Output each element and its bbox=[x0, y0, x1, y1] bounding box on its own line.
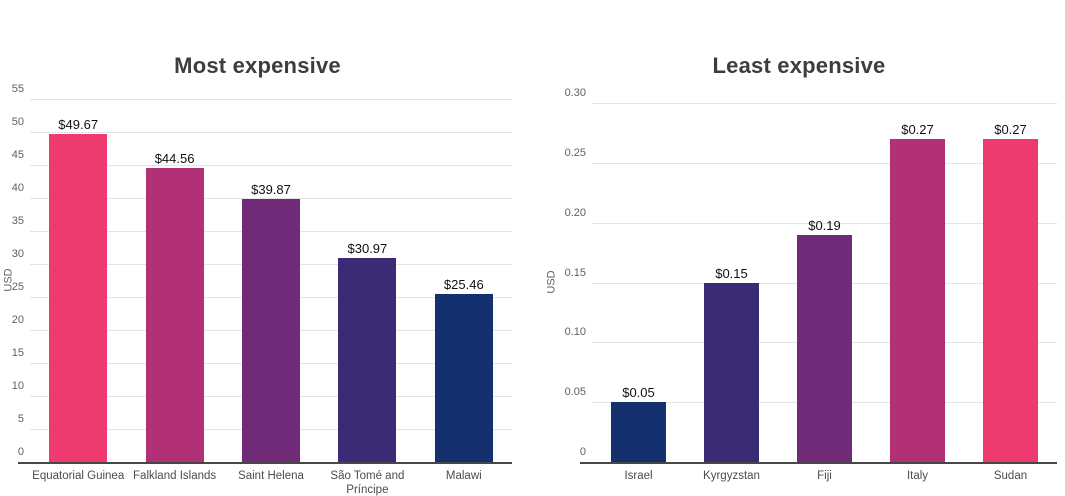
y-tick-label: 0.05 bbox=[564, 386, 586, 399]
x-tick-label: São Tomé and Príncipe bbox=[330, 470, 405, 496]
x-axis-line bbox=[18, 462, 512, 464]
bar-value-label: $0.27 bbox=[901, 121, 934, 137]
y-tick-label: 50 bbox=[11, 116, 24, 128]
y-tick-label: 20 bbox=[11, 314, 24, 326]
gridline bbox=[30, 198, 512, 199]
y-tick-label: 0.30 bbox=[564, 87, 586, 99]
x-tick-label: Saint Helena bbox=[238, 470, 304, 482]
chart-title: Most expensive bbox=[174, 53, 341, 78]
y-tick-label: 45 bbox=[11, 149, 24, 161]
gridline bbox=[592, 162, 1057, 164]
y-tick-label: 30 bbox=[11, 248, 24, 260]
plot-area bbox=[592, 103, 1057, 462]
bar bbox=[49, 134, 108, 462]
x-tick-label: Malawi bbox=[445, 470, 482, 482]
bar-value-label: $44.56 bbox=[154, 150, 195, 166]
y-tick-label: 0.25 bbox=[564, 146, 586, 159]
x-axis-line bbox=[580, 462, 1057, 464]
y-tick-label: 35 bbox=[11, 215, 24, 227]
chart-least-expensive: Least expensive USD 0 0.05 0.10 0.15 0.20 0.2… bbox=[533, 0, 1065, 496]
bar bbox=[889, 138, 946, 462]
bar-value-label: $25.46 bbox=[443, 276, 484, 292]
y-tick-label: 0 bbox=[17, 446, 24, 458]
gridline bbox=[592, 103, 1057, 104]
bar bbox=[610, 402, 667, 462]
x-tick-label: Italy bbox=[906, 470, 929, 482]
chart-most-expensive: Most expensive USD 0 5 10 15 20 25 30 35 40 45 50 5… bbox=[0, 0, 515, 496]
y-tick-label: 55 bbox=[11, 83, 24, 95]
gridline bbox=[30, 165, 512, 166]
gridline bbox=[30, 99, 512, 100]
x-tick-label: Falkland Islands bbox=[133, 470, 217, 482]
x-tick-label: Kyrgyzstan bbox=[703, 470, 760, 482]
bar-value-label: $30.97 bbox=[347, 240, 388, 256]
bar bbox=[982, 138, 1039, 462]
x-tick-label: Equatorial Guinea bbox=[32, 470, 125, 482]
bar-value-label: $39.87 bbox=[251, 181, 291, 197]
bar-value-label: $0.27 bbox=[994, 121, 1027, 137]
y-tick-label: 0 bbox=[579, 446, 586, 458]
bar bbox=[796, 234, 853, 462]
bar bbox=[338, 257, 397, 462]
y-tick-label: 5 bbox=[17, 413, 24, 425]
bar bbox=[434, 293, 493, 462]
gridline bbox=[592, 222, 1057, 224]
bar-value-label: $0.05 bbox=[622, 385, 655, 401]
bar-value-label: $0.19 bbox=[808, 217, 841, 233]
y-tick-label: 25 bbox=[11, 281, 24, 293]
bar-value-label: $49.67 bbox=[58, 117, 99, 133]
x-tick-label: Israel bbox=[624, 470, 653, 482]
y-tick-label: 0.15 bbox=[564, 266, 586, 279]
bar bbox=[145, 167, 204, 462]
y-tick-label: 40 bbox=[11, 182, 24, 194]
chart-title: Least expensive bbox=[712, 53, 886, 78]
plot-area bbox=[30, 99, 512, 462]
y-tick-label: 0.20 bbox=[564, 206, 586, 219]
y-tick-label: 15 bbox=[11, 347, 24, 359]
x-tick-label: Sudan bbox=[993, 470, 1028, 482]
bar-value-label: $0.15 bbox=[715, 265, 748, 281]
y-tick-label: 10 bbox=[11, 380, 24, 392]
bar bbox=[242, 198, 300, 462]
y-tick-label: 0.10 bbox=[564, 326, 586, 339]
bar bbox=[703, 282, 760, 462]
gridline bbox=[30, 132, 512, 133]
x-tick-label: Fiji bbox=[817, 470, 832, 482]
